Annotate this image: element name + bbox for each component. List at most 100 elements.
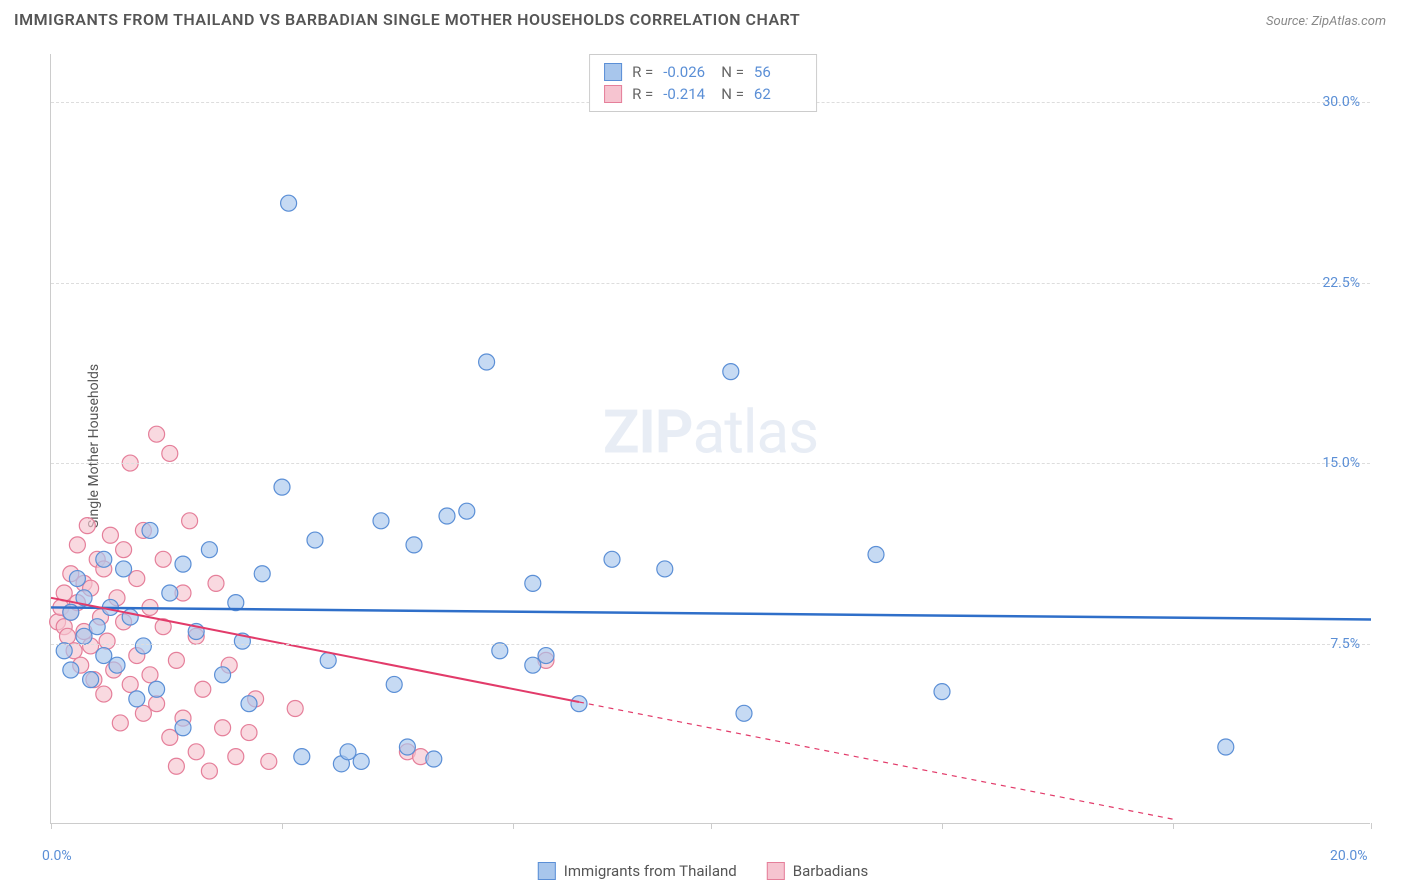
chart-title: IMMIGRANTS FROM THAILAND VS BARBADIAN SI… xyxy=(14,10,800,29)
thailand-swatch xyxy=(604,63,622,81)
thailand-point xyxy=(215,667,231,683)
thailand-point xyxy=(63,662,79,678)
barbadians-point xyxy=(168,758,184,774)
thailand-swatch xyxy=(538,862,556,880)
thailand-point xyxy=(109,657,125,673)
x-tick-mark xyxy=(282,823,283,829)
barbadians-point xyxy=(188,744,204,760)
barbadians-point xyxy=(228,749,244,765)
x-lim-label: 20.0% xyxy=(1330,848,1368,864)
plot-area: ZIPatlas 7.5%15.0%22.5%30.0% xyxy=(50,54,1370,824)
barbadians-point xyxy=(149,426,165,442)
barbadians-point xyxy=(287,701,303,717)
legend-stats-box: R =-0.026N =56R =-0.214N =62 xyxy=(589,54,817,112)
barbadians-swatch xyxy=(604,85,622,103)
thailand-point xyxy=(934,684,950,700)
barbadians-point xyxy=(135,705,151,721)
barbadians-point xyxy=(195,681,211,697)
barbadians-point xyxy=(79,518,95,534)
thailand-point xyxy=(657,561,673,577)
barbadians-point xyxy=(112,715,128,731)
n-label: N = xyxy=(721,63,744,81)
thailand-point xyxy=(479,354,495,370)
thailand-point xyxy=(538,648,554,664)
barbadians-point xyxy=(99,633,115,649)
thailand-point xyxy=(736,705,752,721)
thailand-point xyxy=(320,652,336,668)
thailand-point xyxy=(340,744,356,760)
barbadians-point xyxy=(69,537,85,553)
barbadians-swatch xyxy=(767,862,785,880)
thailand-point xyxy=(129,691,145,707)
thailand-point xyxy=(254,566,270,582)
thailand-trendline xyxy=(51,607,1371,619)
legend-label: Immigrants from Thailand xyxy=(564,862,737,880)
y-tick-label: 30.0% xyxy=(1322,94,1360,110)
gridline xyxy=(51,644,1370,645)
barbadians-point xyxy=(162,729,178,745)
thailand-point xyxy=(135,638,151,654)
barbadians-point xyxy=(261,753,277,769)
barbadians-point xyxy=(215,720,231,736)
n-value: 56 xyxy=(754,63,802,81)
thailand-point xyxy=(525,657,541,673)
barbadians-point xyxy=(142,667,158,683)
thailand-point xyxy=(96,648,112,664)
thailand-point xyxy=(175,720,191,736)
gridline xyxy=(51,463,1370,464)
thailand-point xyxy=(69,571,85,587)
legend-stats-row: R = -0.026 N = 56 xyxy=(604,61,802,83)
y-tick-label: 15.0% xyxy=(1322,455,1360,471)
barbadians-point xyxy=(96,686,112,702)
thailand-point xyxy=(571,696,587,712)
source-label: Source: xyxy=(1266,14,1311,29)
thailand-point xyxy=(201,542,217,558)
barbadians-point xyxy=(168,652,184,668)
n-value: 62 xyxy=(754,85,802,103)
n-label: N = xyxy=(721,85,744,103)
thailand-point xyxy=(56,643,72,659)
thailand-point xyxy=(142,522,158,538)
legend-stats-row: R =-0.214N =62 xyxy=(604,83,802,105)
thailand-point xyxy=(116,561,132,577)
r-value: -0.026 xyxy=(663,63,711,81)
r-label: R = xyxy=(632,63,653,81)
barbadians-point xyxy=(129,571,145,587)
x-tick-mark xyxy=(51,823,52,829)
barbadians-point xyxy=(60,628,76,644)
thailand-point xyxy=(96,551,112,567)
thailand-point xyxy=(459,503,475,519)
x-tick-mark xyxy=(1371,823,1372,829)
thailand-point xyxy=(868,547,884,563)
barbadians-point xyxy=(162,445,178,461)
y-tick-label: 22.5% xyxy=(1322,275,1360,291)
r-label: R = xyxy=(632,85,653,103)
barbadians-point xyxy=(122,676,138,692)
thailand-point xyxy=(723,364,739,380)
barbadians-point xyxy=(201,763,217,779)
thailand-point xyxy=(89,619,105,635)
thailand-point xyxy=(439,508,455,524)
thailand-point xyxy=(399,739,415,755)
barbadians-point xyxy=(155,551,171,567)
barbadians-point xyxy=(149,696,165,712)
thailand-point xyxy=(353,753,369,769)
plot-svg xyxy=(51,54,1370,823)
gridline xyxy=(51,283,1370,284)
thailand-point xyxy=(386,676,402,692)
y-tick-label: 7.5% xyxy=(1330,636,1360,652)
x-tick-mark xyxy=(513,823,514,829)
thailand-point xyxy=(281,195,297,211)
thailand-point xyxy=(426,751,442,767)
thailand-point xyxy=(406,537,422,553)
legend-item: Barbadians xyxy=(767,862,868,880)
thailand-point xyxy=(175,556,191,572)
thailand-point xyxy=(76,628,92,644)
thailand-point xyxy=(492,643,508,659)
x-tick-mark xyxy=(711,823,712,829)
thailand-point xyxy=(149,681,165,697)
thailand-point xyxy=(525,575,541,591)
source-attribution: Source: ZipAtlas.com xyxy=(1266,14,1386,29)
barbadians-trendline-extrapolated xyxy=(579,702,1173,819)
legend-label: Barbadians xyxy=(793,862,868,880)
